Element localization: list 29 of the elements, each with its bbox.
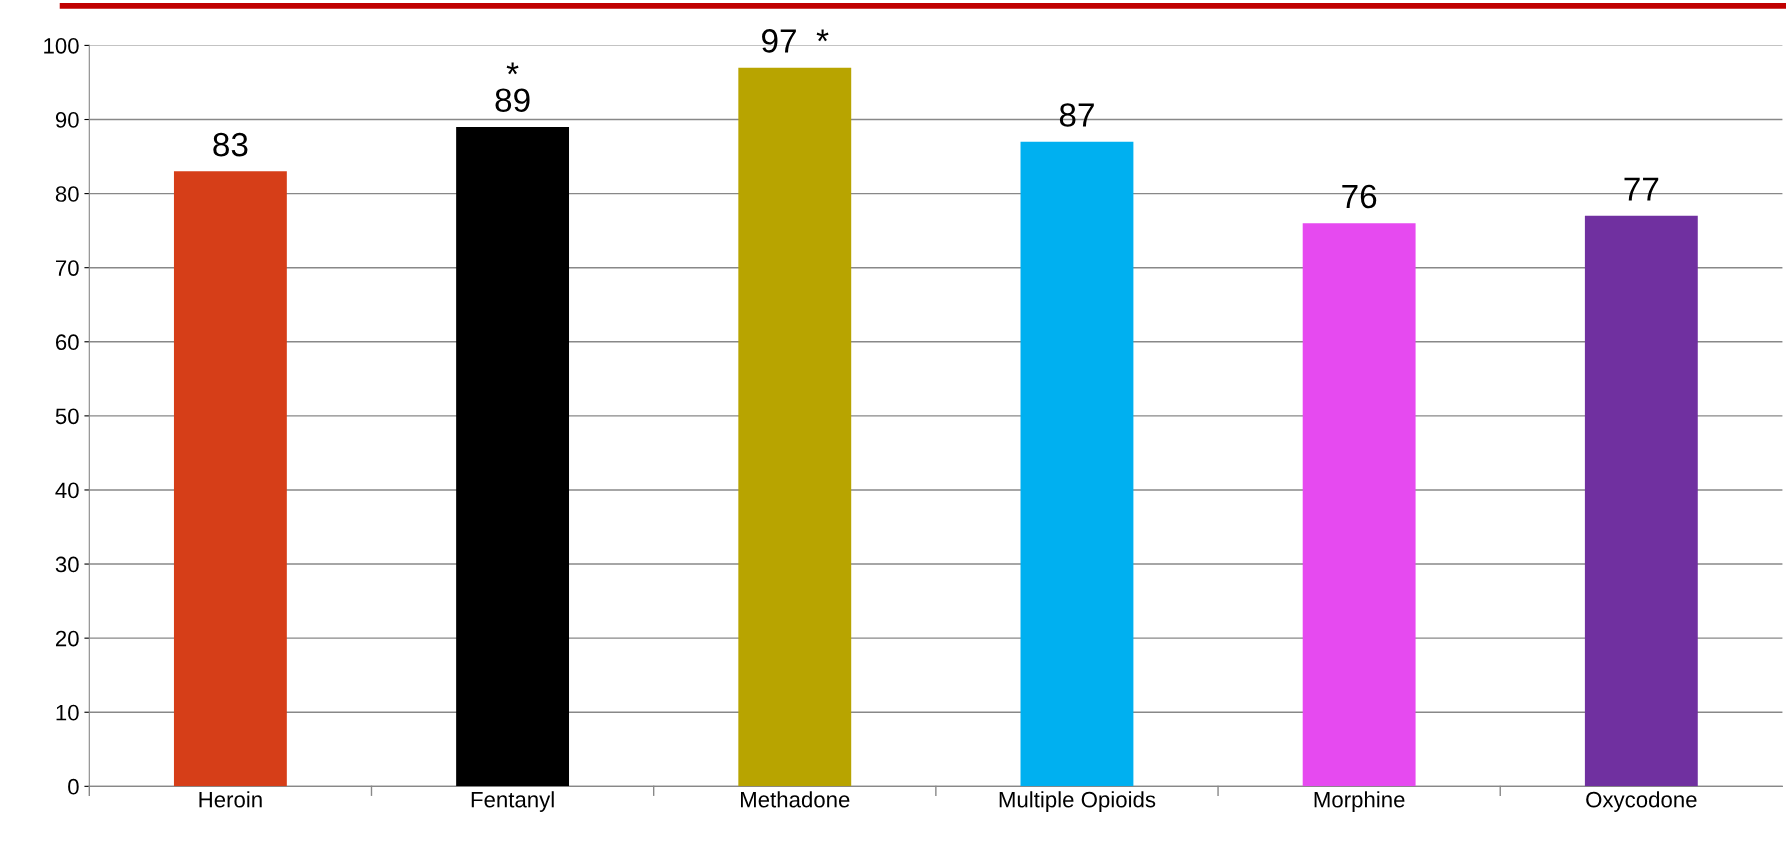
- bar: [1302, 223, 1416, 787]
- x-tick-label: Heroin: [199, 791, 262, 808]
- y-tick-label: 30: [55, 556, 79, 573]
- bar: [456, 126, 570, 787]
- y-tick-label: 60: [55, 334, 79, 351]
- y-tick-label: 90: [55, 112, 79, 128]
- y-tick-label: 0: [68, 778, 79, 795]
- x-tick-label: Methadone: [741, 791, 850, 808]
- data-label: 83: [213, 132, 248, 157]
- data-label: 87: [1059, 103, 1094, 127]
- bar: [173, 171, 287, 787]
- bar: [1584, 215, 1698, 787]
- y-tick-label: 40: [55, 482, 79, 499]
- x-tick-label: Oxycodone: [1586, 791, 1697, 812]
- y-tick-label: 70: [56, 260, 79, 276]
- y-tick-label: 80: [55, 186, 79, 202]
- bar: [1020, 141, 1134, 787]
- y-tick-label: 50: [55, 408, 79, 425]
- data-label: * 89: [495, 62, 530, 112]
- data-label: 76: [1342, 184, 1377, 209]
- y-tick-label: 10: [56, 704, 79, 721]
- data-label: 77: [1624, 177, 1659, 201]
- y-tick-label: 20: [55, 630, 79, 647]
- bar: [738, 67, 852, 787]
- x-tick-label: Fentanyl: [471, 791, 554, 812]
- y-tick-label: 100: [44, 37, 79, 54]
- data-label: 97 *: [762, 29, 829, 53]
- x-tick-label: Morphine: [1314, 791, 1405, 812]
- x-tick-label: Multiple Opioids: [999, 791, 1156, 812]
